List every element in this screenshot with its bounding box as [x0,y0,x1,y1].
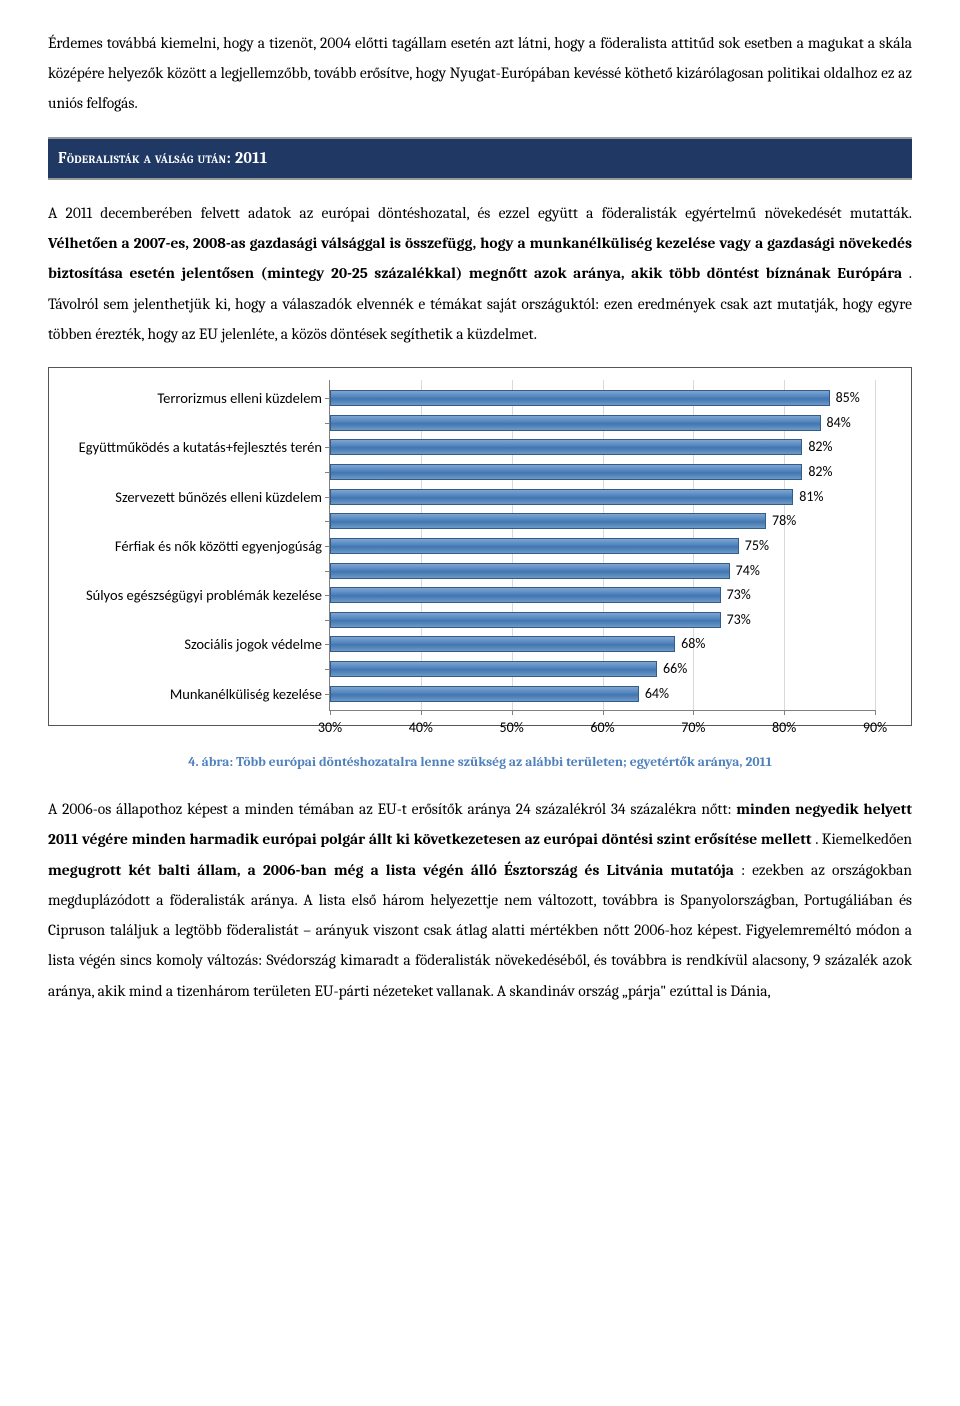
chart-value-label: 84% [827,412,851,434]
chart-row: Szociális jogok védelme68% [330,632,875,657]
chart-row: Együttműködés a kutatás+fejlesztés terén… [330,435,875,460]
p3-b: . Kiemelkedően [815,830,912,848]
chart-value-label: 74% [736,560,760,582]
chart-xtick: 60% [590,710,614,741]
chart-row: Férfiak és nők közötti egyenjogúság75% [330,534,875,559]
chart-ylabel: Terrorizmus elleni küzdelem [157,387,330,409]
chart-bar [330,612,721,628]
chart-row: 78% [330,509,875,534]
chart-value-label: 66% [663,658,687,680]
chart-bar [330,587,721,603]
chart-bar [330,439,802,455]
chart-ylabel: Szociális jogok védelme [184,633,330,655]
chart-value-label: 82% [808,461,832,483]
chart-xtick: 50% [500,710,524,741]
chart-row: Súlyos egészségügyi problémák kezelése73… [330,583,875,608]
chart-bar [330,390,830,406]
chart-value-label: 82% [808,436,832,458]
p2-bold: Vélhetően a 2007-es, 2008-as gazdasági v… [48,234,912,282]
chart-bar [330,464,802,480]
chart-xtick: 70% [681,710,705,741]
chart-ylabel: Férfiak és nők közötti egyenjogúság [115,535,330,557]
chart-value-label: 64% [645,683,669,705]
chart-row: Terrorizmus elleni küzdelem85% [330,386,875,411]
chart-row: 66% [330,657,875,682]
chart-ylabel: Munkanélküliség kezelése [170,683,330,705]
chart-value-label: 81% [799,486,823,508]
chart-bar [330,563,730,579]
section-heading: Föderalisták a válság után: 2011 [48,137,912,180]
chart-caption: 4. ábra: Több európai döntéshozatalra le… [48,750,912,776]
chart-xtick: 30% [318,710,342,741]
chart-xtick: 40% [409,710,433,741]
chart-ylabel: Szervezett bűnözés elleni küzdelem [115,486,330,508]
chart-row: 82% [330,460,875,485]
chart-plot: 30%40%50%60%70%80%90%Terrorizmus elleni … [329,380,875,711]
chart-bar [330,636,675,652]
p3-a: A 2006-os állapothoz képest a minden tém… [48,800,736,818]
chart-row: 84% [330,411,875,436]
paragraph-2: A 2011 decemberében felvett adatok az eu… [48,198,912,349]
chart-xtick: 90% [863,710,887,741]
chart-bar [330,513,766,529]
chart-row: Szervezett bűnözés elleni küzdelem81% [330,484,875,509]
p3-c: : ezekben az országokban megduplázódott … [48,861,912,1000]
chart-value-label: 75% [745,535,769,557]
chart-value-label: 73% [727,584,751,606]
chart-gridline [875,380,876,710]
chart-value-label: 68% [681,633,705,655]
chart-row: 73% [330,607,875,632]
chart-container: 30%40%50%60%70%80%90%Terrorizmus elleni … [48,367,912,726]
chart-bar [330,661,657,677]
chart-value-label: 85% [836,387,860,409]
chart-value-label: 78% [772,510,796,532]
chart-value-label: 73% [727,609,751,631]
paragraph-3: A 2006-os állapothoz képest a minden tém… [48,794,912,1006]
chart-bar [330,415,821,431]
chart-bar [330,686,639,702]
chart-ylabel: Együttműködés a kutatás+fejlesztés terén [79,436,330,458]
chart-bar [330,489,793,505]
chart-row: 74% [330,558,875,583]
p3-bold2: megugrott két balti állam, a 2006-ban mé… [48,861,734,879]
p2-pre: A 2011 decemberében felvett adatok az eu… [48,204,912,222]
intro-paragraph: Érdemes továbbá kiemelni, hogy a tizenöt… [48,28,912,119]
chart-ylabel: Súlyos egészségügyi problémák kezelése [86,584,330,606]
chart-xtick: 80% [772,710,796,741]
chart-row: Munkanélküliség kezelése64% [330,681,875,706]
chart-bar [330,538,739,554]
